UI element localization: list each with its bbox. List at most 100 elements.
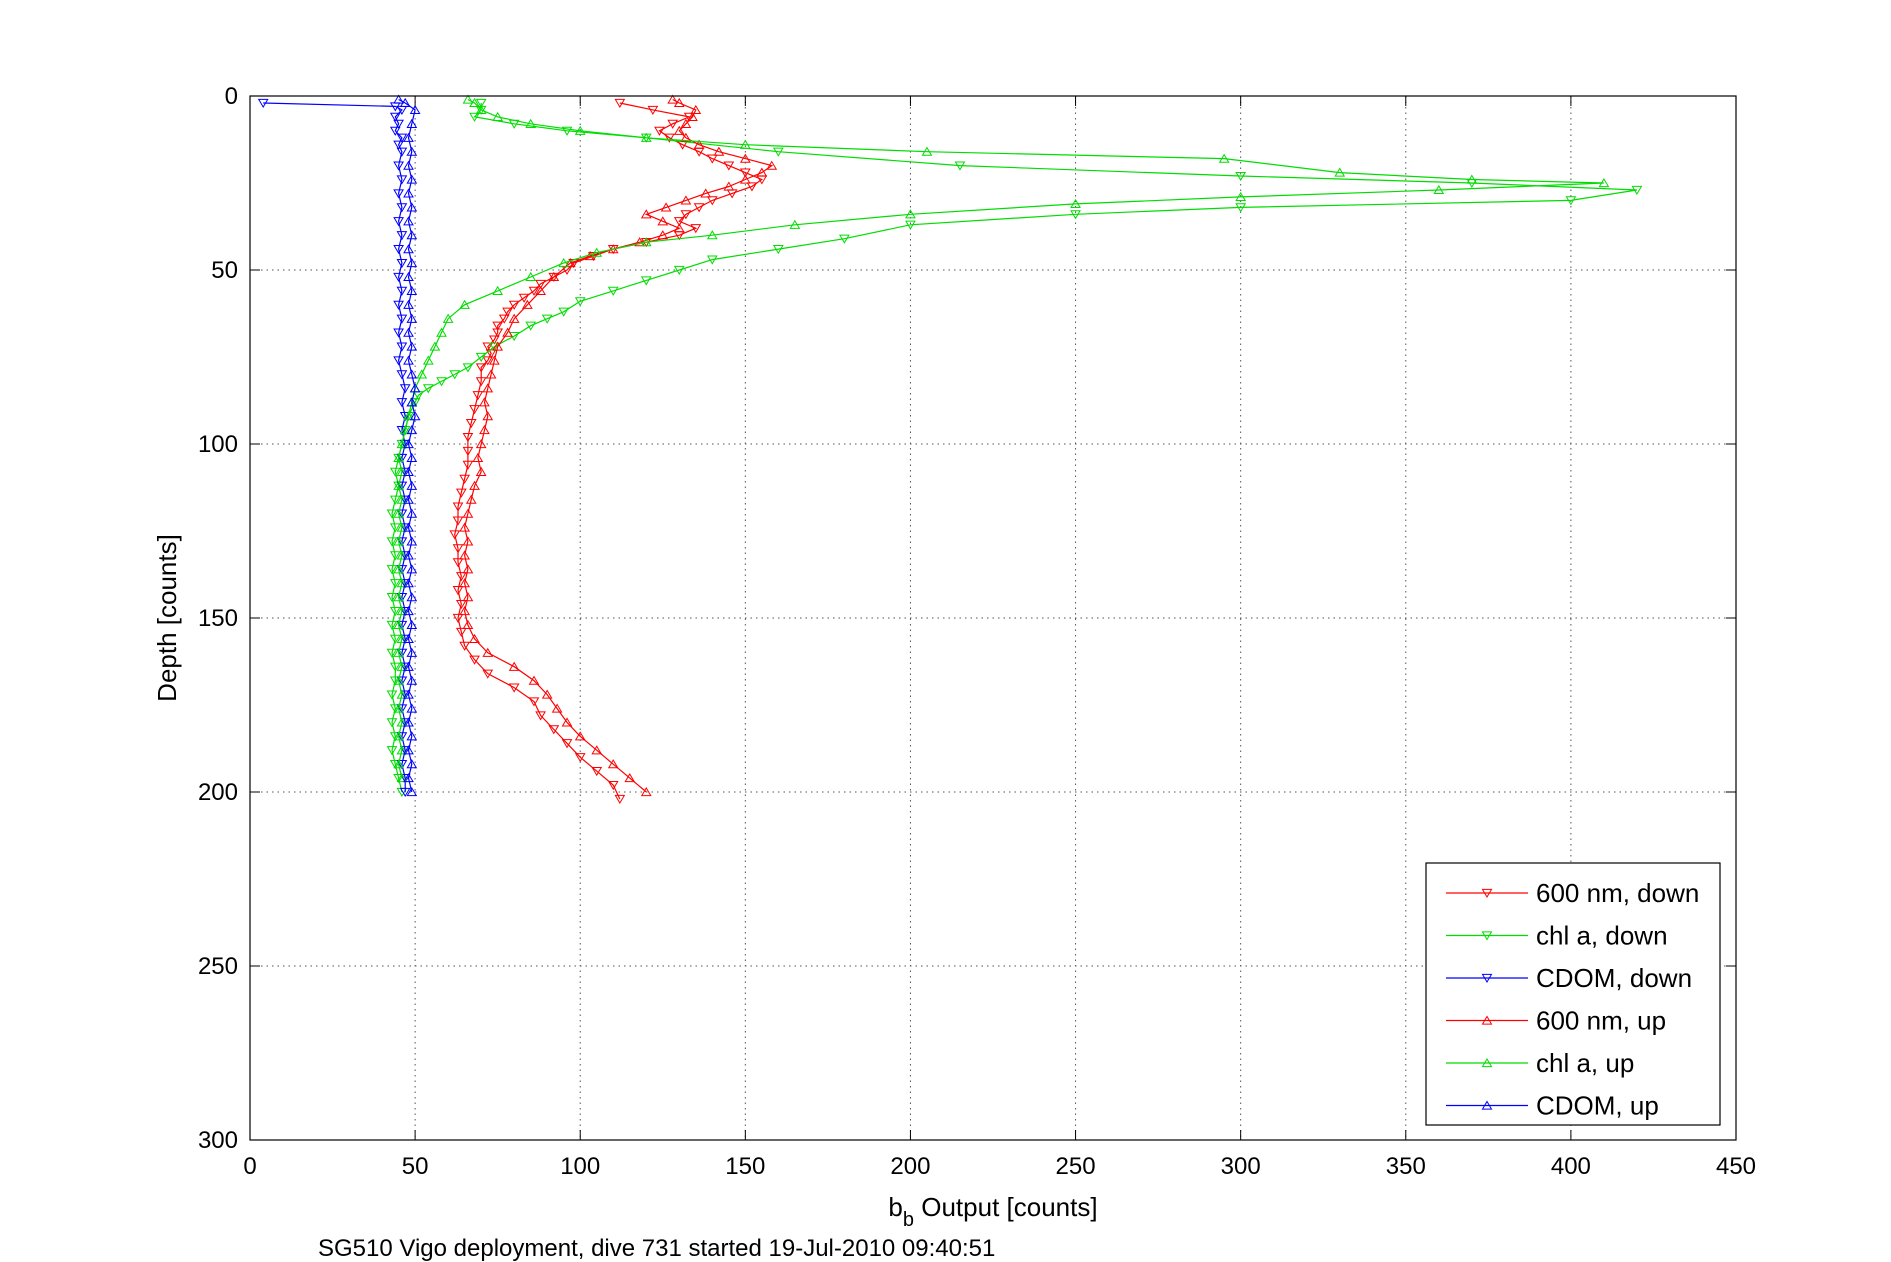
data-point bbox=[528, 697, 540, 707]
data-point bbox=[429, 341, 441, 351]
data-point bbox=[386, 565, 398, 575]
data-point bbox=[393, 703, 404, 713]
x-tick-label: 400 bbox=[1551, 1153, 1591, 1180]
data-point bbox=[389, 704, 401, 714]
data-point bbox=[406, 369, 418, 379]
series-line bbox=[397, 98, 1604, 779]
data-point bbox=[386, 718, 398, 728]
data-point bbox=[482, 383, 494, 393]
data-point bbox=[396, 438, 408, 449]
x-tick-label: 450 bbox=[1716, 1153, 1756, 1180]
legend-swatch-marker bbox=[1481, 1100, 1493, 1110]
data-point bbox=[389, 495, 401, 505]
data-point bbox=[1070, 210, 1081, 220]
data-point bbox=[393, 564, 404, 574]
data-point bbox=[459, 522, 471, 532]
caption: SG510 Vigo deployment, dive 731 started … bbox=[318, 1235, 995, 1262]
data-point bbox=[462, 460, 474, 470]
data-point bbox=[449, 530, 461, 540]
data-point bbox=[905, 220, 916, 230]
x-tick-label: 350 bbox=[1386, 1153, 1426, 1180]
data-point bbox=[452, 558, 464, 568]
data-point bbox=[475, 352, 487, 363]
data-point bbox=[403, 327, 414, 337]
data-point bbox=[479, 425, 490, 435]
data-point bbox=[508, 661, 520, 671]
data-point bbox=[690, 104, 702, 115]
data-point bbox=[442, 313, 454, 323]
data-point bbox=[393, 161, 404, 171]
data-point bbox=[409, 411, 421, 421]
data-point bbox=[396, 509, 408, 519]
y-tick-label: 50 bbox=[211, 257, 238, 284]
data-point bbox=[591, 767, 603, 777]
data-point bbox=[396, 565, 408, 575]
data-point bbox=[403, 606, 414, 616]
x-tick-label: 0 bbox=[243, 1153, 256, 1180]
data-point bbox=[548, 271, 560, 282]
data-point bbox=[396, 314, 408, 324]
data-point bbox=[403, 578, 414, 588]
series-3 bbox=[459, 94, 778, 797]
data-point bbox=[954, 161, 966, 171]
y-tick-label: 100 bbox=[198, 431, 238, 458]
data-point bbox=[406, 647, 418, 657]
data-point bbox=[475, 377, 487, 387]
data-point bbox=[475, 363, 487, 373]
data-point bbox=[1070, 198, 1081, 208]
data-point bbox=[452, 613, 464, 624]
data-point bbox=[508, 683, 520, 693]
data-point bbox=[561, 717, 573, 727]
legend-swatch-marker bbox=[1481, 931, 1493, 941]
data-point bbox=[772, 147, 784, 157]
data-point bbox=[403, 271, 414, 282]
data-point bbox=[657, 216, 669, 226]
data-point bbox=[640, 209, 652, 219]
x-tick-label: 100 bbox=[560, 1153, 600, 1180]
data-point bbox=[459, 299, 471, 309]
data-point bbox=[399, 662, 411, 672]
data-point bbox=[396, 286, 408, 296]
data-point bbox=[396, 732, 408, 742]
x-axis-label-main: b bbox=[888, 1192, 902, 1222]
data-point bbox=[396, 550, 408, 560]
data-point bbox=[403, 494, 414, 504]
data-point bbox=[746, 182, 758, 192]
data-point bbox=[406, 118, 418, 128]
data-point bbox=[525, 271, 537, 282]
y-axis-label: Depth [counts] bbox=[152, 534, 182, 702]
data-point bbox=[492, 285, 504, 295]
data-point bbox=[647, 105, 659, 115]
data-point bbox=[403, 355, 414, 365]
data-point bbox=[551, 703, 563, 713]
data-point bbox=[393, 328, 404, 338]
data-point bbox=[406, 786, 418, 797]
data-point bbox=[436, 377, 447, 387]
data-point bbox=[399, 718, 411, 728]
data-point bbox=[396, 425, 408, 436]
data-point bbox=[386, 648, 398, 658]
data-point bbox=[548, 725, 560, 735]
x-tick-label: 250 bbox=[1056, 1153, 1096, 1180]
data-point bbox=[756, 167, 768, 177]
data-point bbox=[561, 739, 573, 749]
data-point bbox=[1433, 184, 1445, 195]
data-point bbox=[739, 153, 751, 163]
data-point bbox=[535, 711, 546, 721]
data-point bbox=[525, 118, 537, 128]
data-point bbox=[739, 139, 751, 149]
data-point bbox=[469, 633, 480, 643]
data-point bbox=[921, 146, 933, 156]
data-point bbox=[393, 731, 404, 741]
y-tick-label: 200 bbox=[198, 779, 238, 806]
legend-swatch-marker bbox=[1481, 1015, 1493, 1025]
data-point bbox=[452, 586, 464, 596]
data-point bbox=[667, 119, 679, 129]
data-point bbox=[396, 773, 408, 783]
data-point bbox=[396, 231, 408, 241]
data-point bbox=[465, 494, 477, 504]
data-point bbox=[406, 230, 418, 240]
data-point bbox=[393, 272, 404, 282]
data-point bbox=[406, 619, 418, 630]
data-point bbox=[462, 619, 474, 630]
